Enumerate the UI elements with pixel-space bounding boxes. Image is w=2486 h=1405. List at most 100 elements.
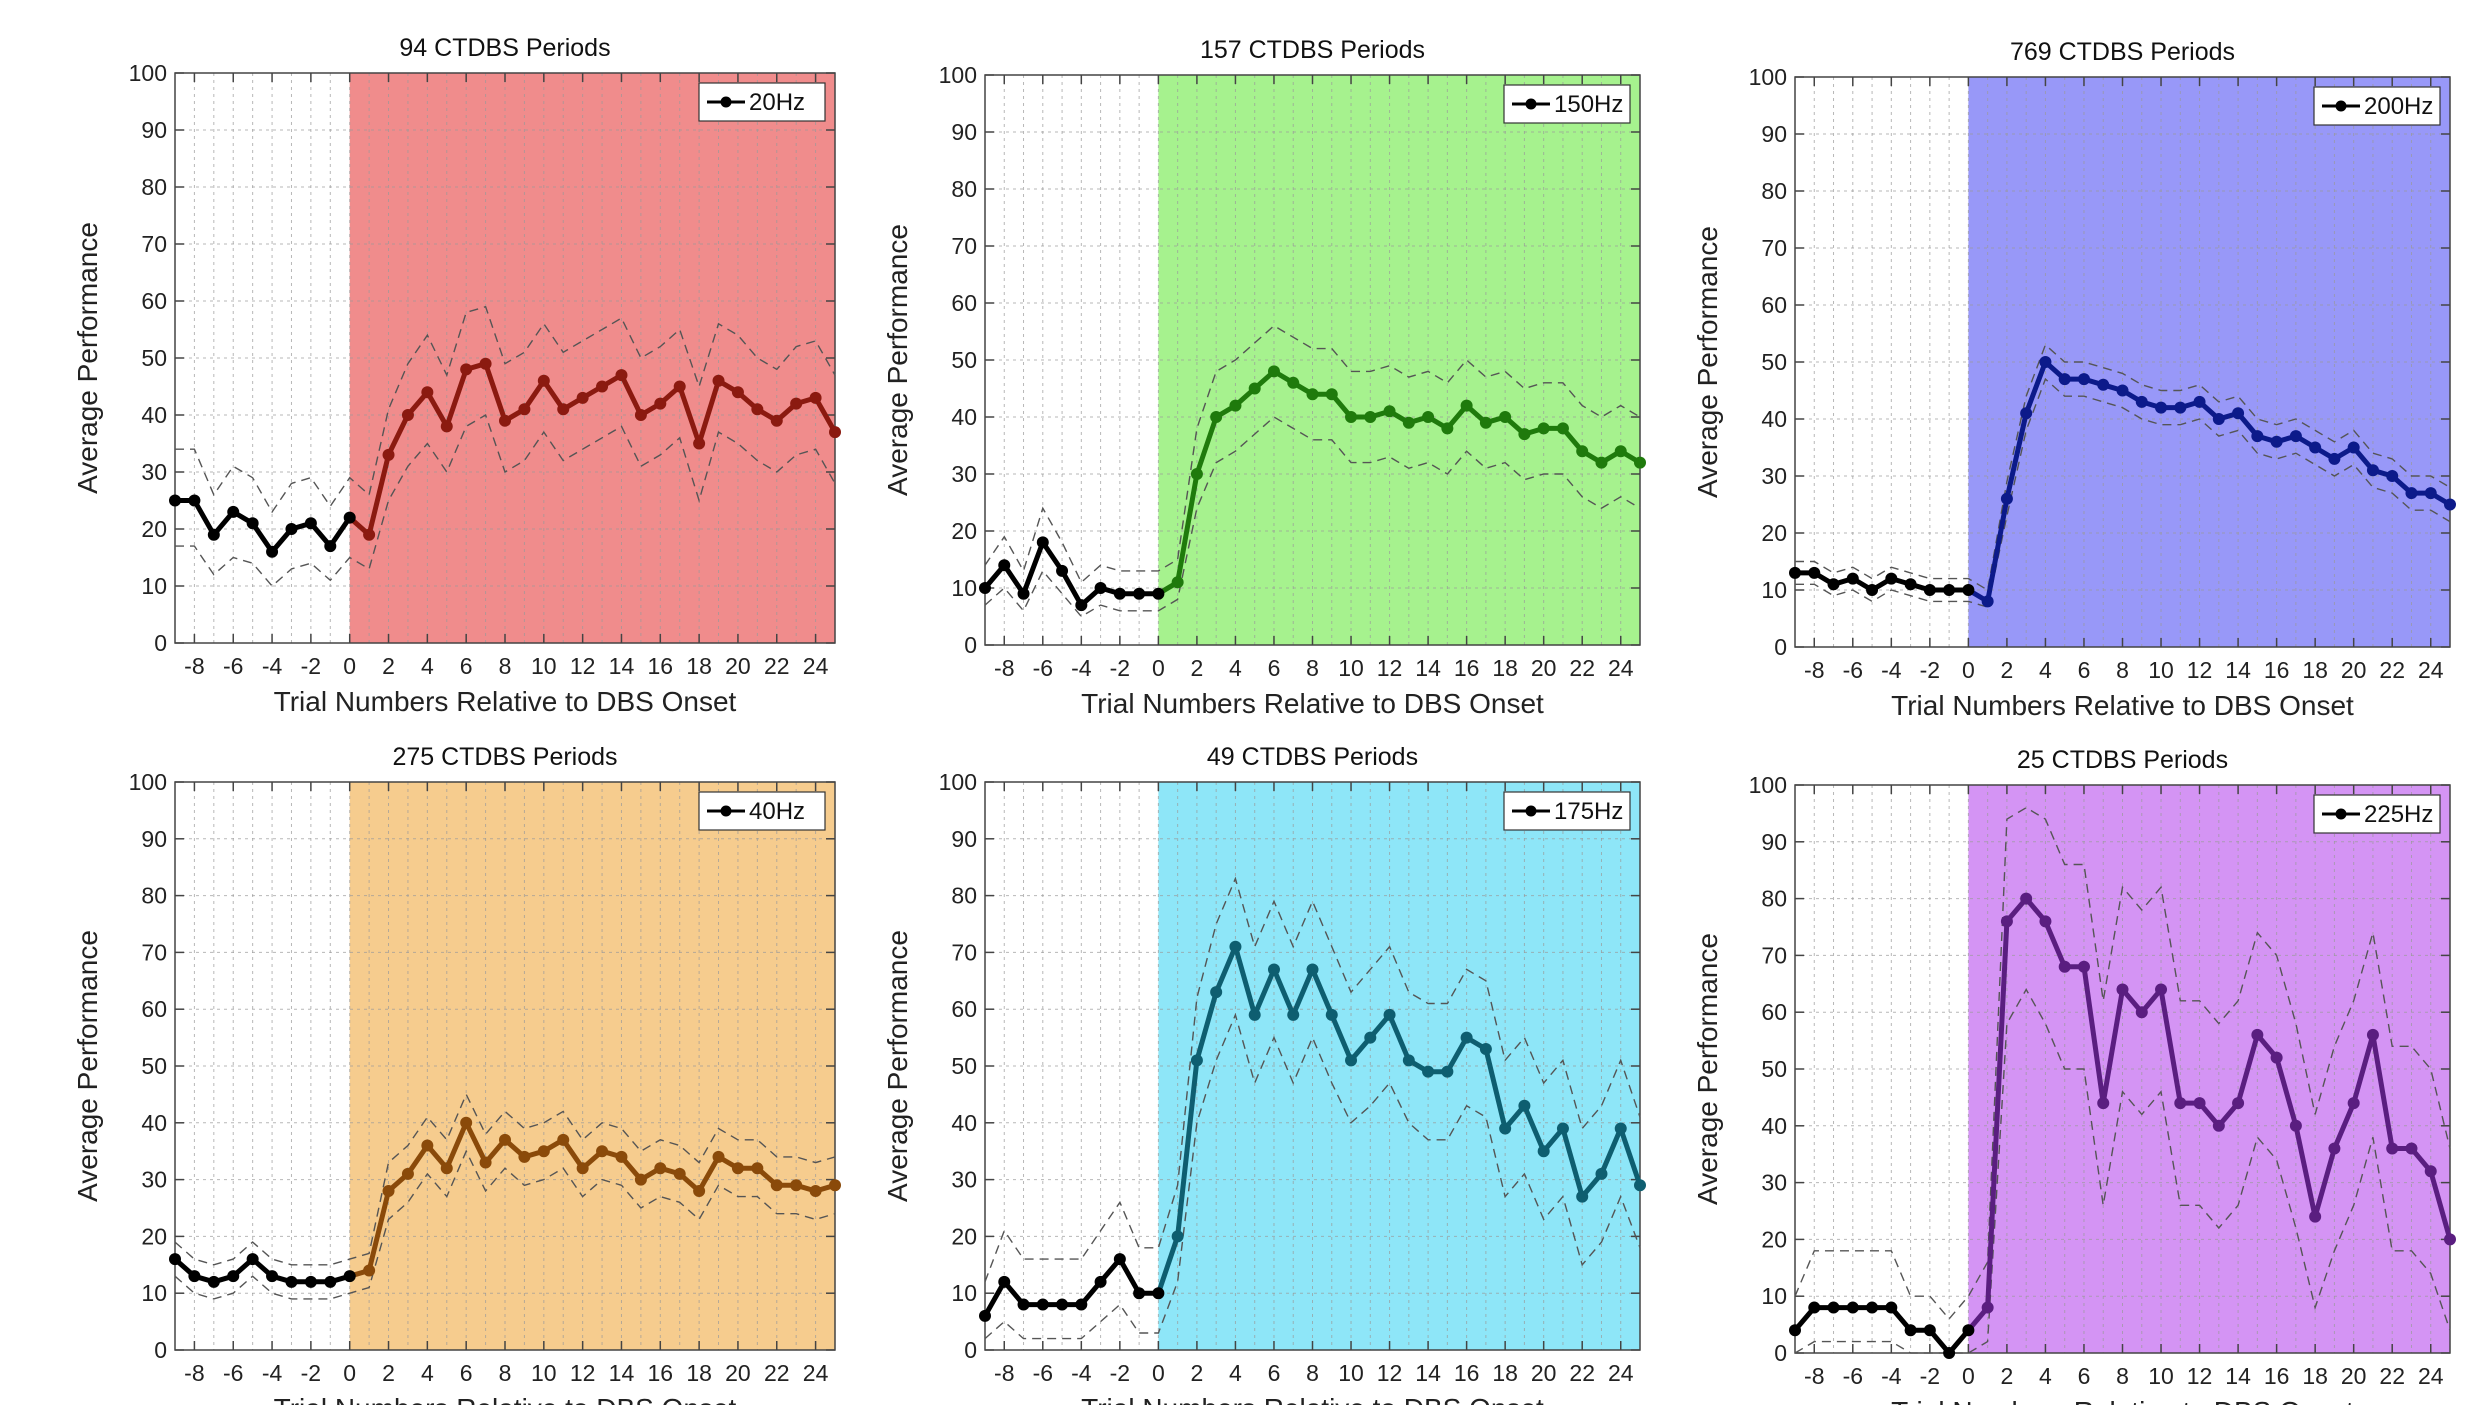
y-tick-label: 100 (129, 769, 167, 795)
x-tick-label: 14 (2225, 1363, 2251, 1389)
x-tick-label: -2 (1920, 1363, 1940, 1389)
data-point (2155, 401, 2168, 414)
data-point (1402, 1054, 1415, 1067)
y-tick-label: 40 (1761, 406, 1787, 432)
data-point (576, 391, 589, 404)
data-point (2116, 983, 2129, 996)
y-axis-label: Average Performance (882, 930, 913, 1202)
data-point (1287, 376, 1300, 389)
data-point (1460, 399, 1473, 412)
y-tick-label: 80 (1761, 886, 1787, 912)
data-point (998, 559, 1011, 572)
x-tick-label: 14 (609, 1360, 635, 1386)
x-tick-label: 14 (1415, 1360, 1441, 1386)
data-point (1846, 572, 1859, 585)
x-tick-label: 22 (2379, 657, 2405, 683)
data-point (1267, 963, 1280, 976)
y-tick-label: 20 (1761, 520, 1787, 546)
y-tick-label: 40 (141, 402, 167, 428)
data-point (207, 528, 220, 541)
x-tick-label: -6 (1033, 655, 1053, 681)
x-tick-label: 8 (499, 1360, 512, 1386)
lower-bound-line (984, 1012, 1641, 1340)
x-tick-label: -8 (184, 653, 204, 679)
x-tick-label: 0 (343, 1360, 356, 1386)
x-tick-label: 6 (2078, 657, 2091, 683)
data-point (2270, 1051, 2283, 1064)
data-point (2366, 1028, 2379, 1041)
data-point (790, 397, 803, 410)
x-tick-label: 20 (1531, 655, 1557, 681)
data-point (712, 374, 725, 387)
data-point (188, 1270, 201, 1283)
x-tick-label: 12 (570, 653, 596, 679)
data-point (712, 1150, 725, 1163)
data-point (440, 1162, 453, 1175)
x-tick-label: 6 (1268, 655, 1281, 681)
x-tick-label: -4 (1071, 655, 1092, 681)
y-tick-label: 90 (1761, 829, 1787, 855)
data-point (1325, 388, 1338, 401)
x-tick-label: 16 (647, 1360, 673, 1386)
data-point (1345, 1054, 1358, 1067)
x-tick-label: -6 (1843, 1363, 1863, 1389)
x-tick-label: 12 (2187, 1363, 2213, 1389)
x-tick-label: 18 (1492, 655, 1518, 681)
data-point (979, 1309, 991, 1322)
x-tick-label: 10 (1338, 1360, 1364, 1386)
data-point (363, 528, 376, 541)
y-tick-label: 10 (951, 575, 977, 601)
data-point (1075, 1298, 1088, 1311)
series-line-pre (983, 539, 1159, 608)
x-tick-label: -8 (1804, 657, 1824, 683)
x-tick-label: 22 (1569, 655, 1595, 681)
x-tick-label: 6 (460, 653, 473, 679)
data-point (2020, 892, 2033, 905)
data-point (1383, 405, 1396, 418)
x-tick-label: 16 (2264, 657, 2290, 683)
data-point (1325, 1008, 1338, 1021)
data-point (673, 380, 686, 393)
x-tick-label: 2 (382, 653, 395, 679)
data-point (2212, 413, 2225, 425)
dbs-shaded-region (349, 782, 835, 1350)
data-point (1943, 584, 1956, 596)
x-tick-label: 22 (1569, 1360, 1595, 1386)
x-tick-label: 4 (2039, 1363, 2052, 1389)
data-point (1383, 1008, 1396, 1021)
x-tick-label: 20 (2341, 657, 2367, 683)
data-point (1499, 1122, 1512, 1135)
data-point (2097, 1097, 2110, 1110)
data-point (2309, 441, 2322, 454)
data-point (2424, 1165, 2437, 1178)
data-point (421, 1139, 434, 1152)
data-point (2155, 983, 2168, 996)
data-point (343, 1270, 356, 1283)
series-line-pre (982, 1256, 1159, 1318)
legend-label: 150Hz (1554, 91, 1623, 118)
x-tick-label: -4 (262, 653, 283, 679)
data-point (1306, 963, 1319, 976)
x-tick-label: 20 (2341, 1363, 2367, 1389)
x-tick-label: -8 (994, 1360, 1014, 1386)
data-point (731, 386, 744, 399)
data-point (169, 1253, 181, 1266)
y-tick-label: 50 (1761, 1056, 1787, 1082)
y-tick-label: 90 (951, 119, 977, 145)
data-point (770, 1179, 783, 1192)
y-tick-label: 50 (951, 347, 977, 373)
x-tick-label: 0 (1152, 1360, 1165, 1386)
data-point (1441, 1065, 1454, 1078)
y-tick-label: 30 (141, 1167, 167, 1193)
x-tick-label: 10 (1338, 655, 1364, 681)
y-tick-label: 80 (141, 174, 167, 200)
x-tick-label: -4 (262, 1360, 283, 1386)
data-point (1036, 536, 1049, 549)
y-tick-label: 100 (939, 769, 977, 795)
x-tick-label: 12 (1377, 655, 1403, 681)
data-point (1210, 411, 1223, 423)
y-tick-label: 10 (141, 573, 167, 599)
data-point (1152, 587, 1165, 600)
